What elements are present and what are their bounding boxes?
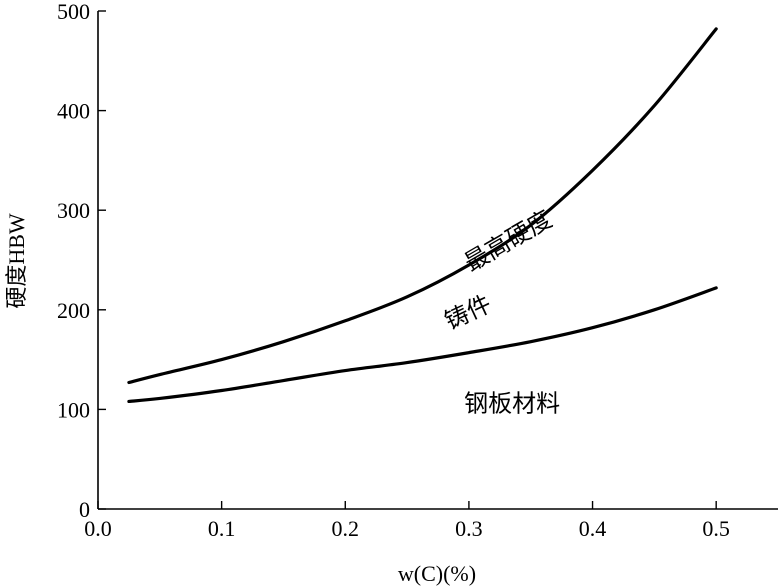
annotation-3: 钢板材料: [464, 389, 560, 417]
y-tick-label: 300: [57, 198, 90, 223]
series-line-2: [127, 286, 718, 404]
annotation-2: 铸件: [440, 290, 495, 336]
annotation-1: 最高硬度: [460, 205, 557, 277]
series-line-1: [127, 27, 718, 385]
y-tick-label: 400: [57, 99, 90, 124]
x-tick-label: 0.2: [332, 516, 360, 541]
x-tick-label: 0.5: [702, 516, 730, 541]
y-axis-title: 硬度HBW: [4, 213, 29, 309]
series-group: [127, 27, 718, 404]
y-ticks: 0 100 200 300 400 500: [57, 0, 106, 522]
y-tick-label: 500: [57, 0, 90, 24]
y-tick-label: 200: [57, 298, 90, 323]
y-tick-label: 100: [57, 397, 90, 422]
x-tick-label: 0.4: [579, 516, 607, 541]
axes: [97, 11, 778, 510]
x-ticks: 0.0 0.1 0.2 0.3 0.4 0.5: [84, 501, 730, 541]
x-tick-label: 0.1: [208, 516, 236, 541]
x-tick-label: 0.0: [84, 516, 112, 541]
x-tick-label: 0.3: [455, 516, 483, 541]
y-tick-label: 0: [79, 497, 90, 522]
x-axis-title: w(C)(%): [398, 561, 476, 586]
